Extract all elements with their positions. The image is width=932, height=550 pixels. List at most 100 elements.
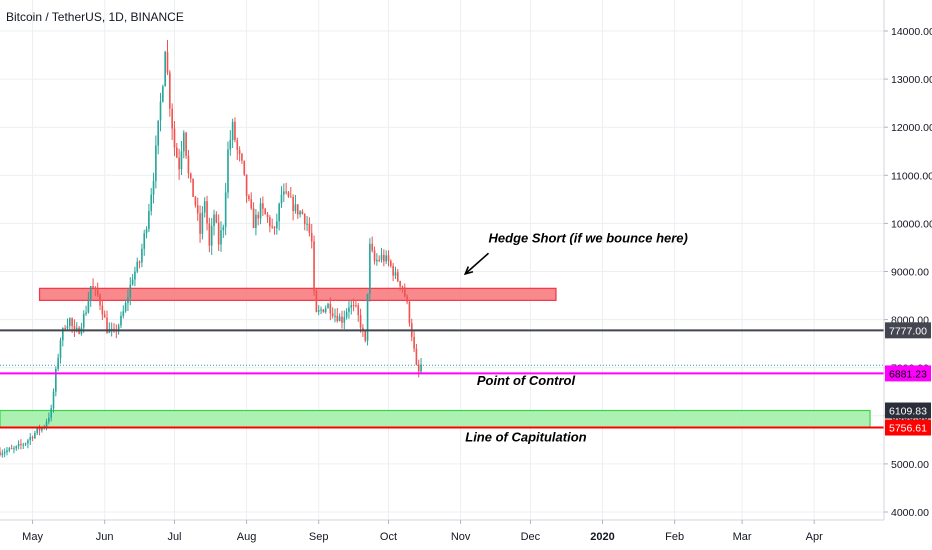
candle-body[interactable] — [38, 428, 41, 431]
candle-body[interactable] — [57, 357, 59, 369]
candle-body[interactable] — [357, 305, 360, 316]
candle-body[interactable] — [50, 408, 52, 418]
candle-body[interactable] — [196, 205, 199, 214]
candle-body[interactable] — [390, 260, 392, 266]
candle-body[interactable] — [124, 302, 127, 312]
candle-body[interactable] — [220, 230, 222, 245]
candle-body[interactable] — [273, 226, 276, 229]
candle-body[interactable] — [201, 212, 204, 234]
candle-body[interactable] — [152, 180, 155, 195]
candle-body[interactable] — [289, 196, 292, 198]
candle-body[interactable] — [134, 271, 136, 280]
candle-body[interactable] — [252, 208, 255, 229]
candle-body[interactable] — [229, 140, 232, 150]
candle-body[interactable] — [383, 254, 385, 262]
candle-body[interactable] — [136, 261, 139, 272]
candle-body[interactable] — [203, 201, 206, 213]
candle-body[interactable] — [206, 201, 208, 224]
candle-body[interactable] — [92, 286, 94, 288]
candle-body[interactable] — [301, 211, 304, 215]
candle-body[interactable] — [403, 287, 406, 297]
candle-body[interactable] — [264, 208, 267, 215]
candle-body[interactable] — [350, 305, 353, 308]
candle-body[interactable] — [99, 294, 101, 306]
candle-body[interactable] — [266, 214, 269, 218]
candle-body[interactable] — [355, 305, 357, 307]
candle-body[interactable] — [234, 121, 236, 141]
candle-body[interactable] — [255, 214, 257, 229]
candle-body[interactable] — [313, 241, 315, 291]
candle-body[interactable] — [271, 226, 273, 228]
candle-body[interactable] — [369, 243, 371, 294]
candle-body[interactable] — [138, 261, 141, 263]
candle-body[interactable] — [320, 309, 322, 311]
candle-body[interactable] — [243, 160, 246, 175]
candle-body[interactable] — [376, 259, 378, 262]
candle-body[interactable] — [131, 279, 134, 285]
candle-body[interactable] — [48, 417, 50, 422]
candle-body[interactable] — [317, 310, 320, 312]
candle-body[interactable] — [17, 443, 20, 447]
candle-body[interactable] — [394, 272, 397, 276]
candle-body[interactable] — [141, 248, 143, 263]
candle-body[interactable] — [59, 340, 62, 358]
candle-body[interactable] — [1, 453, 4, 456]
candle-body[interactable] — [392, 265, 394, 276]
candle-body[interactable] — [164, 51, 166, 87]
candle-body[interactable] — [329, 303, 332, 314]
candle-body[interactable] — [296, 204, 299, 215]
candle-body[interactable] — [245, 174, 248, 196]
candle-body[interactable] — [334, 315, 336, 317]
candle-body[interactable] — [15, 446, 18, 449]
candle-body[interactable] — [378, 259, 381, 261]
candle-body[interactable] — [8, 448, 11, 451]
candle-body[interactable] — [215, 214, 218, 223]
candle-body[interactable] — [182, 132, 185, 152]
candle-body[interactable] — [85, 312, 87, 315]
candle-body[interactable] — [199, 213, 201, 234]
candle-body[interactable] — [387, 255, 390, 261]
candle-body[interactable] — [371, 243, 374, 251]
candle-body[interactable] — [157, 120, 160, 146]
candle-body[interactable] — [310, 232, 313, 242]
candle-body[interactable] — [45, 421, 48, 427]
candle-body[interactable] — [306, 223, 308, 225]
candle-body[interactable] — [73, 325, 76, 331]
candle-body[interactable] — [396, 272, 399, 282]
candle-body[interactable] — [36, 428, 39, 434]
candle-body[interactable] — [175, 147, 178, 158]
candle-body[interactable] — [143, 233, 146, 249]
candle-body[interactable] — [41, 427, 43, 431]
candle-body[interactable] — [129, 284, 132, 298]
candle-body[interactable] — [180, 151, 183, 170]
candle-body[interactable] — [117, 325, 120, 332]
candle-body[interactable] — [6, 450, 8, 453]
candle-body[interactable] — [408, 301, 411, 324]
candle-body[interactable] — [52, 391, 55, 409]
candle-body[interactable] — [208, 223, 211, 246]
candle-body[interactable] — [75, 327, 78, 331]
candle-body[interactable] — [189, 173, 192, 179]
candle-body[interactable] — [127, 297, 129, 303]
candle-body[interactable] — [322, 309, 325, 313]
candle-body[interactable] — [13, 448, 15, 450]
candle-body[interactable] — [169, 72, 171, 109]
candle-body[interactable] — [294, 204, 297, 212]
candle-body[interactable] — [150, 194, 153, 212]
candle-body[interactable] — [406, 296, 408, 302]
candle-body[interactable] — [278, 203, 280, 222]
candle-body[interactable] — [352, 305, 355, 307]
candle-body[interactable] — [338, 316, 341, 322]
candle-body[interactable] — [345, 311, 348, 318]
candle-body[interactable] — [401, 286, 404, 288]
candle-body[interactable] — [341, 316, 343, 323]
candle-body[interactable] — [106, 317, 108, 333]
candle-body[interactable] — [0, 451, 1, 456]
candle-body[interactable] — [327, 303, 329, 309]
candle-body[interactable] — [187, 155, 190, 174]
zone-rectangle[interactable] — [0, 409, 871, 429]
candle-body[interactable] — [185, 132, 187, 156]
candle-body[interactable] — [336, 315, 339, 322]
candle-body[interactable] — [122, 311, 125, 316]
